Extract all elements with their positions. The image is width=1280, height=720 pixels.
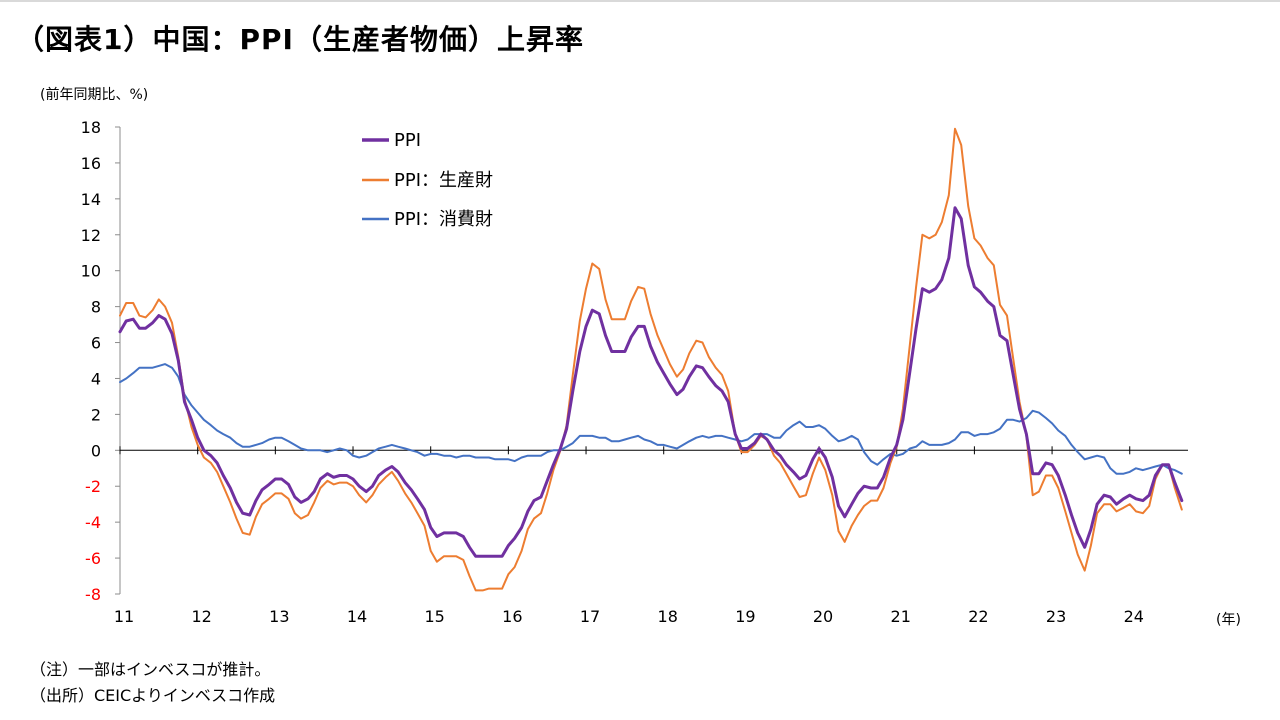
series-lines xyxy=(118,127,1184,592)
x-tick-label: 20 xyxy=(813,607,833,626)
y-tick-label: -2 xyxy=(85,477,101,496)
x-tick-label: 22 xyxy=(968,607,988,626)
legend-label: PPI xyxy=(394,130,421,151)
x-axis-unit-label: (年) xyxy=(1216,612,1241,628)
y-tick-label: 6 xyxy=(91,334,101,353)
y-tick-label: 10 xyxy=(81,262,101,281)
legend-label: PPI：生産財 xyxy=(394,170,493,191)
x-tick-label: 12 xyxy=(191,607,211,626)
y-tick-label: 0 xyxy=(91,441,101,460)
x-tick-label: 18 xyxy=(658,607,678,626)
y-tick-label: 8 xyxy=(91,298,101,317)
x-tick-label: 15 xyxy=(425,607,445,626)
y-axis-unit-label: (前年同期比、%) xyxy=(40,87,149,103)
y-tick-label: -4 xyxy=(85,513,101,532)
page-title: （図表1）中国：PPI（生産者物価）上昇率 xyxy=(16,23,584,56)
legend-label: PPI：消費財 xyxy=(394,209,493,230)
series-line-2 xyxy=(119,363,1183,475)
series-line-1 xyxy=(119,127,1183,592)
x-tick-label: 24 xyxy=(1124,607,1144,626)
legend: PPI PPI：生産財 PPI：消費財 xyxy=(362,130,493,230)
x-tick-label: 17 xyxy=(580,607,600,626)
y-tick-label: -8 xyxy=(85,585,101,604)
y-tick-label: -6 xyxy=(85,549,101,568)
top-divider xyxy=(0,0,1280,2)
x-tick-label: 19 xyxy=(735,607,755,626)
y-tick-label: 14 xyxy=(81,190,101,209)
y-tick-label: 12 xyxy=(81,226,101,245)
x-tick-label: 13 xyxy=(269,607,289,626)
footnote-note: （注）一部はインベスコが推計。 xyxy=(30,660,271,679)
x-tick-label: 23 xyxy=(1046,607,1066,626)
y-tick-label: 4 xyxy=(91,369,101,388)
x-tick-label: 14 xyxy=(347,607,367,626)
y-tick-label: 2 xyxy=(91,405,101,424)
series-line-0 xyxy=(118,206,1184,558)
footnote-source: （出所）CEICよりインベスコ作成 xyxy=(30,686,276,705)
x-tick-label: 11 xyxy=(114,607,134,626)
x-tick-label: 21 xyxy=(891,607,911,626)
x-tick-label: 16 xyxy=(502,607,522,626)
y-tick-label: 16 xyxy=(81,154,101,173)
y-tick-label: 18 xyxy=(81,118,101,137)
